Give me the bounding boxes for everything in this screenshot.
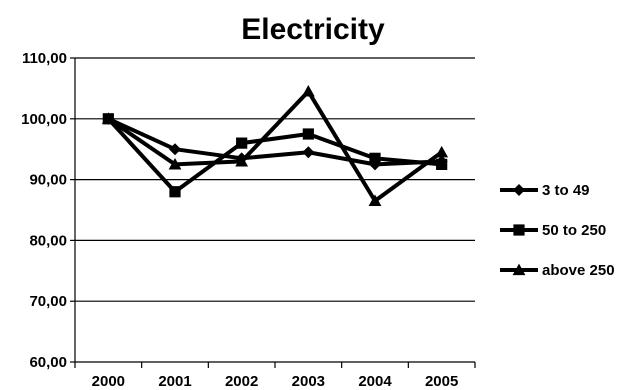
y-tick-label: 90,00 [29, 172, 67, 189]
data-point-50-to-250 [436, 158, 448, 170]
data-point-50-to-250 [302, 128, 314, 140]
y-tick-label: 100,00 [21, 111, 67, 128]
x-tick-label: 2000 [92, 373, 125, 390]
data-point-above-250 [368, 194, 382, 206]
data-point-50-to-250 [369, 152, 381, 164]
legend-label-3-to-49: 3 to 49 [542, 182, 590, 199]
legend-marker-3-to-49 [513, 184, 525, 196]
x-tick-label: 2003 [292, 373, 325, 390]
legend-label-above-250: above 250 [542, 262, 615, 279]
data-point-above-250 [435, 145, 449, 158]
data-point-above-250 [168, 158, 182, 170]
legend: 3 to 49 50 to 250 above 250 [500, 182, 615, 279]
data-point-above-250 [101, 112, 115, 124]
data-series [101, 85, 449, 206]
y-tick-label: 70,00 [29, 293, 67, 310]
data-point-50-to-250 [169, 186, 181, 198]
x-axis-tick-labels: 2000 2001 2002 2003 2004 2005 [74, 362, 476, 390]
legend-marker-above-250 [512, 263, 526, 276]
y-axis-tick-labels: 110,00 100,00 90,00 80,00 70,00 60,00 [21, 50, 75, 371]
y-tick-label: 110,00 [22, 50, 67, 67]
series-line-50-to-250 [106, 117, 442, 194]
legend-label-50-to-250: 50 to 250 [542, 222, 606, 239]
legend-marker-50-to-250 [513, 224, 525, 236]
x-tick-label: 2005 [425, 373, 458, 390]
y-tick-label: 80,00 [29, 232, 67, 249]
data-point-above-250 [301, 85, 315, 97]
data-point-above-250 [235, 154, 249, 167]
axes [74, 58, 475, 363]
x-tick-label: 2002 [225, 373, 258, 390]
data-point-3-to-49 [169, 143, 181, 156]
data-point-3-to-49 [302, 146, 315, 159]
x-tick-label: 2001 [158, 373, 191, 390]
series-line-above-250 [107, 89, 443, 203]
chart-title: Electricity [241, 13, 385, 46]
x-tick-label: 2004 [358, 373, 392, 390]
data-point-50-to-250 [236, 137, 248, 149]
y-tick-label: 60,00 [29, 354, 67, 371]
series-line-3-to-49 [107, 116, 442, 167]
gridlines [75, 57, 475, 302]
